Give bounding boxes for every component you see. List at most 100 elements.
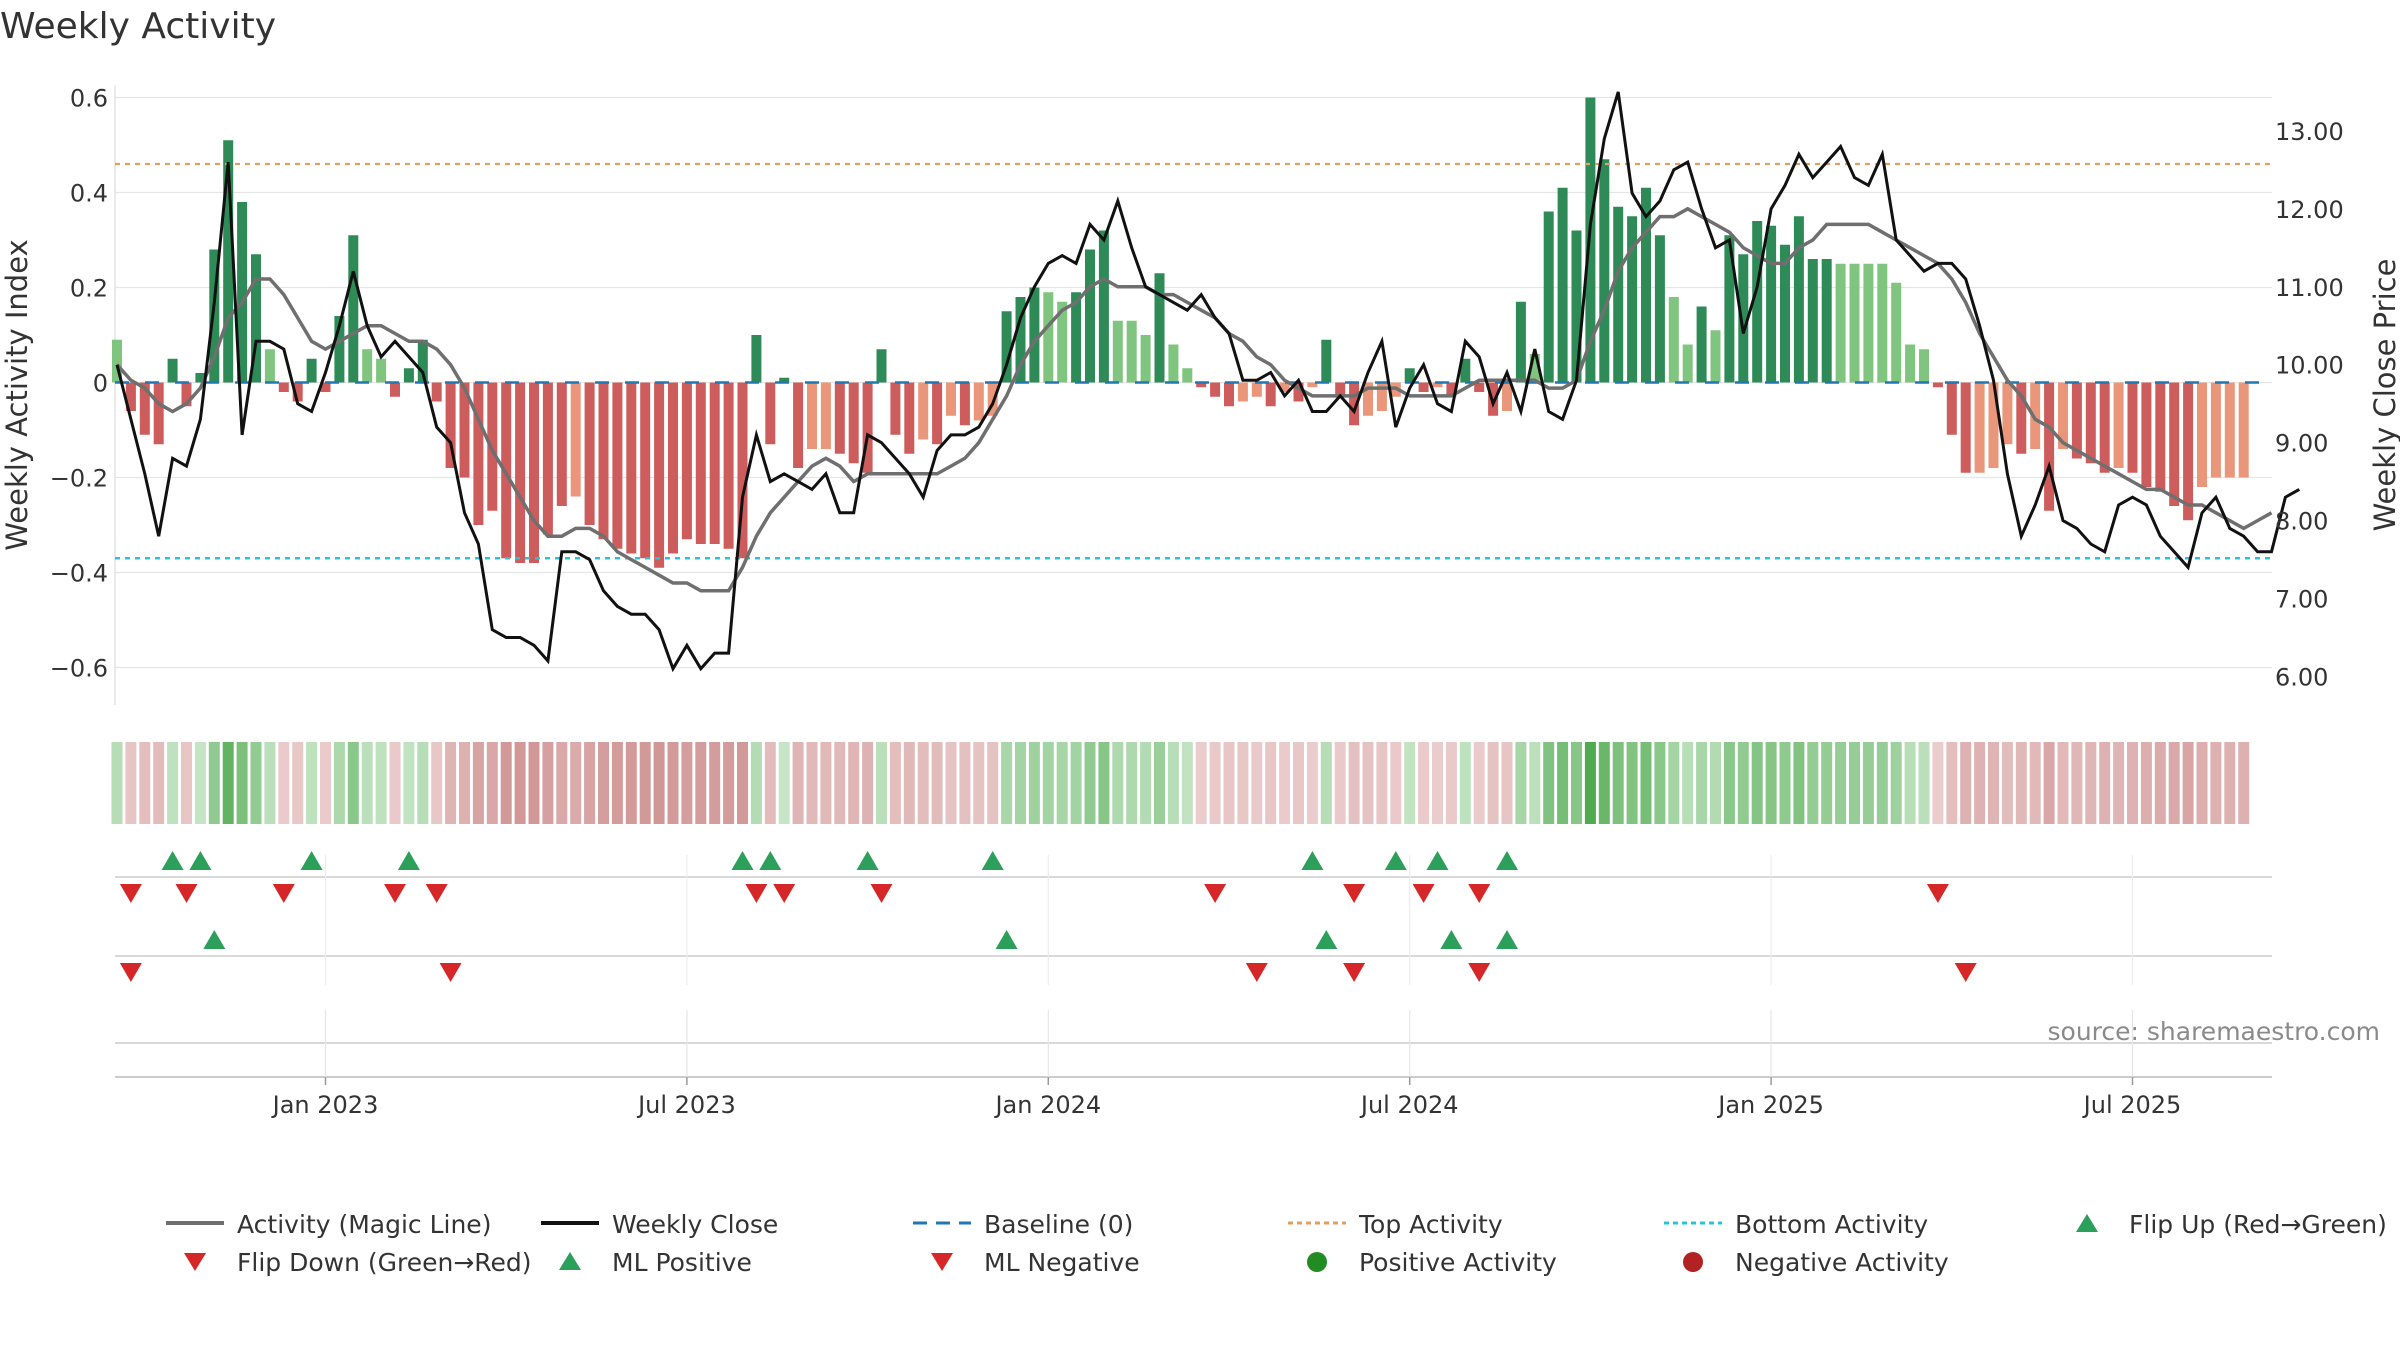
heat-cell bbox=[876, 742, 887, 824]
activity-bar bbox=[1460, 358, 1471, 383]
heat-cell bbox=[2085, 742, 2097, 824]
heat-cell bbox=[2127, 742, 2138, 824]
ml-positive-marker bbox=[1496, 930, 1518, 949]
heat-cell bbox=[667, 742, 679, 824]
activity-bar bbox=[2085, 382, 2096, 464]
legend-item-flip-up-red-green: Flip Up (Red→Green) bbox=[2076, 1210, 2387, 1239]
heat-cell bbox=[1543, 742, 1555, 824]
heat-cell bbox=[1432, 742, 1443, 824]
heat-cell bbox=[598, 742, 609, 824]
activity-bar bbox=[1863, 263, 1874, 383]
heat-cell bbox=[153, 742, 165, 824]
chart-title: Weekly Activity bbox=[0, 6, 276, 47]
ml-negative-marker bbox=[119, 963, 142, 982]
activity-bar bbox=[1557, 187, 1568, 383]
heat-cell bbox=[1932, 742, 1944, 824]
ml-negative-marker bbox=[1343, 963, 1366, 982]
activity-bar bbox=[987, 382, 998, 416]
activity-bar bbox=[820, 382, 831, 449]
heat-cell bbox=[584, 742, 596, 824]
heat-cell bbox=[167, 742, 179, 824]
heat-cell bbox=[236, 742, 248, 824]
heat-cell bbox=[139, 742, 151, 824]
heat-cell bbox=[1167, 742, 1179, 824]
activity-bar bbox=[612, 382, 623, 549]
activity-bar bbox=[403, 368, 414, 383]
activity-bar bbox=[1071, 292, 1082, 383]
heat-cell bbox=[486, 742, 498, 824]
heat-cell bbox=[1279, 742, 1291, 824]
heat-cell bbox=[1779, 742, 1791, 824]
activity-bar bbox=[1418, 382, 1429, 392]
flip-down-marker bbox=[425, 884, 448, 903]
activity-bar bbox=[807, 382, 817, 449]
heat-cell bbox=[445, 742, 457, 824]
activity-bar bbox=[417, 339, 428, 383]
heat-cell bbox=[1557, 742, 1569, 824]
activity-bar bbox=[459, 382, 470, 478]
heat-cell bbox=[709, 742, 721, 824]
activity-bar bbox=[125, 382, 136, 411]
left-axis-ticks: 0.6 0.4 0.2 0 −0.2 −0.4 −0.6 bbox=[50, 85, 108, 683]
activity-bar bbox=[1905, 344, 1916, 383]
heat-cell bbox=[764, 742, 776, 824]
right-tick-label: 6.00 bbox=[2275, 664, 2328, 692]
x-tick-label: Jan 2024 bbox=[993, 1091, 1101, 1119]
activity-bar bbox=[542, 382, 553, 535]
heat-cell bbox=[514, 742, 526, 824]
activity-bar bbox=[1279, 382, 1290, 392]
x-tick-label: Jul 2023 bbox=[636, 1091, 736, 1119]
heat-cell bbox=[347, 742, 359, 824]
activity-bar bbox=[1668, 297, 1679, 383]
ml-negative-marker bbox=[1954, 963, 1977, 982]
activity-bar bbox=[2210, 382, 2221, 478]
activity-bar bbox=[1919, 349, 1929, 383]
activity-bar bbox=[1154, 273, 1165, 383]
ml-negative-marker bbox=[439, 963, 462, 982]
activity-bar bbox=[1654, 235, 1665, 383]
left-tick-label: 0.2 bbox=[70, 275, 108, 303]
activity-bar bbox=[445, 382, 456, 468]
activity-bar bbox=[167, 358, 178, 383]
legend-label: ML Positive bbox=[612, 1248, 752, 1277]
heat-cell bbox=[264, 742, 276, 824]
activity-bar bbox=[2183, 382, 2194, 521]
activity-bar bbox=[292, 382, 303, 402]
heat-cell bbox=[1418, 742, 1430, 824]
heat-cell bbox=[2071, 742, 2083, 824]
activity-bar bbox=[1251, 382, 1262, 397]
heat-cell bbox=[472, 742, 484, 824]
activity-bar bbox=[1321, 339, 1332, 383]
legend-label: Flip Down (Green→Red) bbox=[237, 1248, 532, 1277]
heat-cell bbox=[1988, 742, 1999, 824]
flip-down-marker bbox=[773, 884, 796, 903]
right-tick-label: 9.00 bbox=[2275, 430, 2328, 458]
legend-item-baseline-0: Baseline (0) bbox=[913, 1210, 1133, 1239]
activity-bar bbox=[2197, 382, 2207, 487]
legend-label: ML Negative bbox=[984, 1248, 1140, 1277]
activity-bar bbox=[2002, 382, 2013, 445]
heat-cell bbox=[417, 742, 429, 824]
legend-item-ml-negative: ML Negative bbox=[931, 1248, 1140, 1277]
heat-cell bbox=[2029, 742, 2041, 824]
flip-up-marker bbox=[1426, 851, 1449, 870]
activity-bar bbox=[695, 382, 706, 544]
activity-bar bbox=[1029, 287, 1040, 383]
activity-bar bbox=[1543, 211, 1554, 383]
heat-cell bbox=[222, 742, 234, 824]
activity-bar bbox=[2099, 382, 2110, 473]
legend-swatch bbox=[2076, 1214, 2098, 1232]
ml-positive-marker bbox=[995, 930, 1018, 949]
right-tick-label: 7.00 bbox=[2275, 586, 2328, 614]
activity-bar bbox=[209, 249, 220, 383]
activity-bar bbox=[251, 254, 261, 383]
activity-bar bbox=[946, 382, 956, 416]
activity-bar bbox=[584, 382, 595, 525]
ml-positive-marker bbox=[203, 930, 226, 949]
activity-bar bbox=[1432, 382, 1443, 388]
heat-cell bbox=[653, 742, 665, 824]
heat-cell bbox=[2057, 742, 2069, 824]
activity-bar bbox=[890, 382, 901, 435]
activity-bar bbox=[918, 382, 929, 440]
